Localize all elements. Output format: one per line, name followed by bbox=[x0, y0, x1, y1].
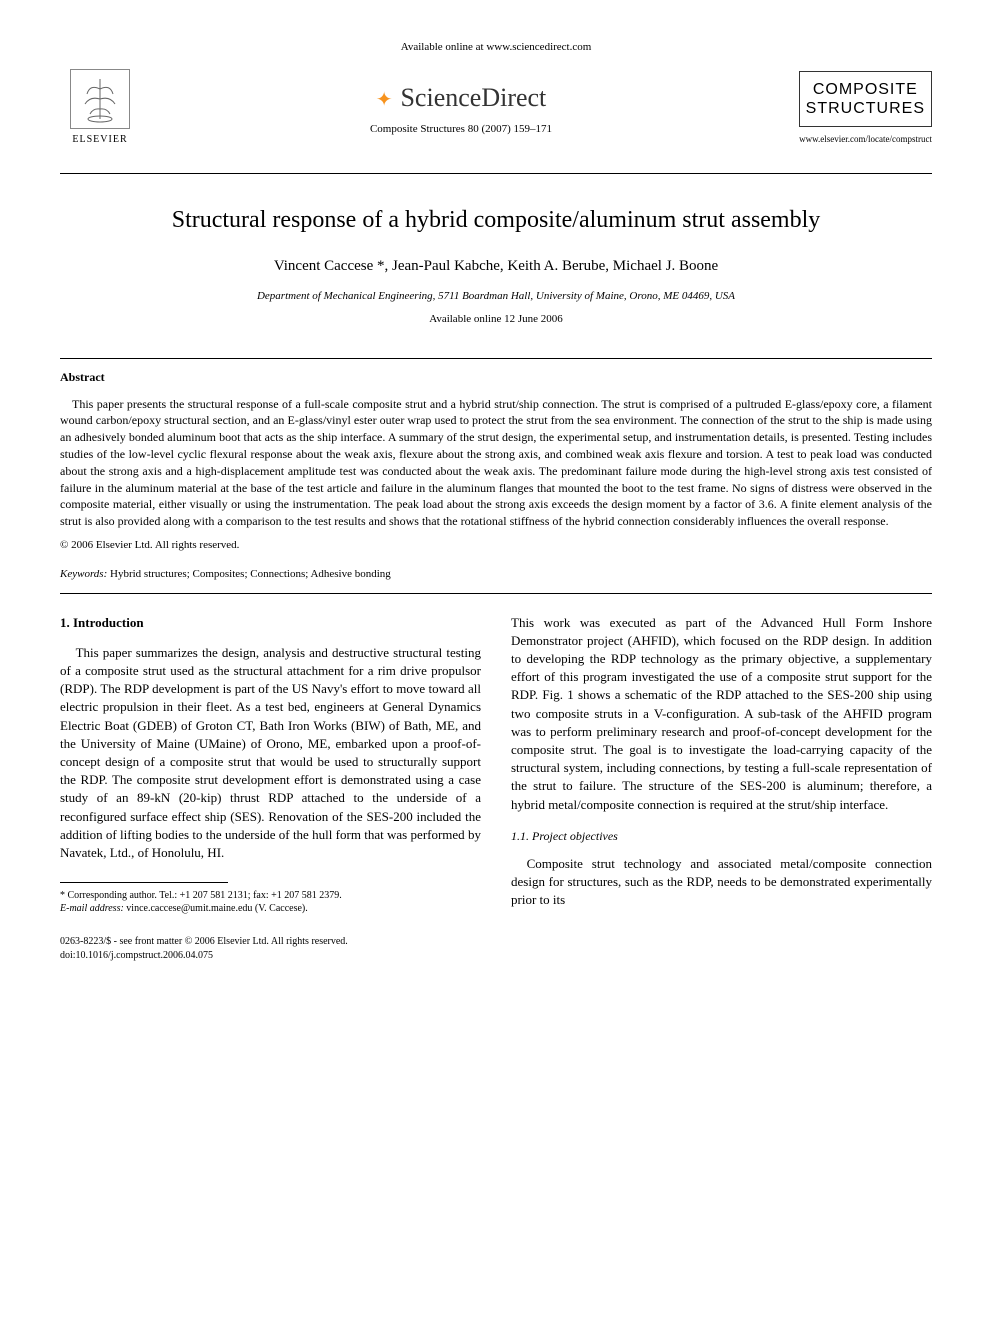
intro-para-left: This paper summarizes the design, analys… bbox=[60, 644, 481, 862]
citation-text: Composite Structures 80 (2007) 159–171 bbox=[140, 122, 782, 137]
journal-name: COMPOSITE STRUCTURES bbox=[799, 71, 932, 127]
intro-heading: 1. Introduction bbox=[60, 614, 481, 632]
abstract-bottom-rule bbox=[60, 593, 932, 594]
subsection-para: Composite strut technology and associate… bbox=[511, 855, 932, 910]
issn-line: 0263-8223/$ - see front matter © 2006 El… bbox=[60, 935, 481, 949]
footnote-separator bbox=[60, 882, 228, 883]
abstract-top-rule bbox=[60, 358, 932, 359]
doi-line: doi:10.1016/j.compstruct.2006.04.075 bbox=[60, 949, 481, 962]
keywords-text: Hybrid structures; Composites; Connectio… bbox=[107, 568, 391, 580]
elsevier-tree-icon bbox=[70, 69, 130, 129]
email-footnote: E-mail address: vince.caccese@umit.maine… bbox=[60, 902, 481, 915]
right-column: This work was executed as part of the Ad… bbox=[511, 614, 932, 962]
subsection-heading: 1.1. Project objectives bbox=[511, 828, 932, 845]
journal-line2: STRUCTURES bbox=[806, 100, 925, 117]
header-row: ELSEVIER ScienceDirect Composite Structu… bbox=[60, 63, 932, 153]
email-value: vince.caccese@umit.maine.edu (V. Caccese… bbox=[124, 903, 308, 914]
top-rule bbox=[60, 173, 932, 174]
sciencedirect-center: ScienceDirect Composite Structures 80 (2… bbox=[140, 80, 782, 138]
paper-title: Structural response of a hybrid composit… bbox=[60, 204, 932, 238]
abstract-heading: Abstract bbox=[60, 369, 932, 386]
sciencedirect-logo: ScienceDirect bbox=[140, 80, 782, 116]
elsevier-logo: ELSEVIER bbox=[60, 63, 140, 153]
two-column-body: 1. Introduction This paper summarizes th… bbox=[60, 614, 932, 962]
available-online-text: Available online at www.sciencedirect.co… bbox=[60, 40, 932, 55]
keywords-label: Keywords: bbox=[60, 568, 107, 580]
corresponding-footnote: * Corresponding author. Tel.: +1 207 581… bbox=[60, 889, 481, 902]
journal-line1: COMPOSITE bbox=[813, 81, 918, 98]
elsevier-label: ELSEVIER bbox=[72, 133, 127, 147]
affiliation-text: Department of Mechanical Engineering, 57… bbox=[60, 289, 932, 304]
authors-list: Vincent Caccese *, Jean-Paul Kabche, Kei… bbox=[60, 256, 932, 277]
abstract-body: This paper presents the structural respo… bbox=[60, 396, 932, 530]
journal-url: www.elsevier.com/locate/compstruct bbox=[782, 133, 932, 146]
keywords-line: Keywords: Hybrid structures; Composites;… bbox=[60, 567, 932, 582]
available-date: Available online 12 June 2006 bbox=[60, 312, 932, 327]
intro-para-right: This work was executed as part of the Ad… bbox=[511, 614, 932, 814]
email-label: E-mail address: bbox=[60, 903, 124, 914]
left-column: 1. Introduction This paper summarizes th… bbox=[60, 614, 481, 962]
journal-box: COMPOSITE STRUCTURES www.elsevier.com/lo… bbox=[782, 71, 932, 146]
copyright-text: © 2006 Elsevier Ltd. All rights reserved… bbox=[60, 538, 932, 553]
